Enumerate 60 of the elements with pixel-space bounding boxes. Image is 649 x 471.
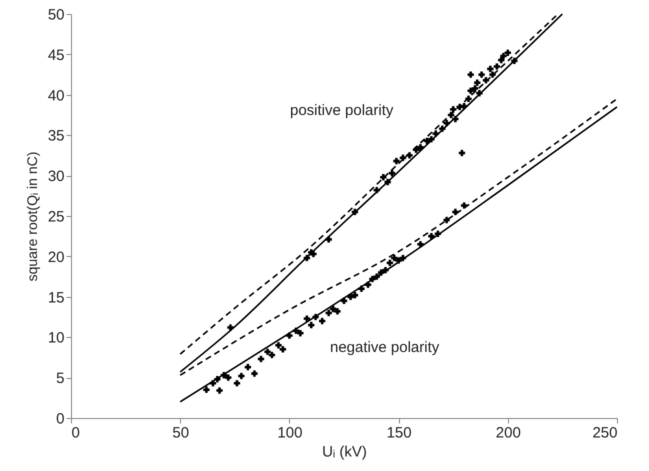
point bbox=[330, 306, 336, 312]
point bbox=[280, 346, 286, 352]
point bbox=[297, 330, 304, 336]
point bbox=[474, 80, 480, 86]
y-tick-label: 15 bbox=[48, 289, 64, 306]
y-tick-label: 5 bbox=[56, 370, 64, 388]
y-tick-label: 10 bbox=[48, 330, 64, 347]
point bbox=[268, 352, 276, 358]
y-tick-label: 30 bbox=[48, 168, 64, 186]
point bbox=[308, 322, 314, 328]
point bbox=[468, 88, 474, 94]
point bbox=[264, 348, 271, 355]
point bbox=[388, 170, 396, 176]
point bbox=[458, 150, 466, 156]
point bbox=[472, 85, 478, 92]
y-tick-label: 45 bbox=[48, 46, 64, 64]
point bbox=[352, 292, 358, 298]
x-axis-title: Uᵢ (kV) bbox=[322, 444, 367, 460]
point bbox=[494, 63, 500, 70]
point bbox=[258, 356, 264, 362]
point bbox=[304, 315, 310, 322]
x-tick-label: 0 bbox=[72, 424, 80, 442]
point bbox=[500, 52, 507, 60]
point bbox=[251, 370, 258, 377]
y-tick-label: 50 bbox=[48, 6, 64, 24]
point bbox=[234, 380, 240, 386]
point bbox=[238, 372, 245, 380]
point bbox=[443, 216, 450, 224]
x-tick-label: 50 bbox=[172, 424, 190, 442]
point bbox=[326, 310, 332, 316]
point bbox=[386, 260, 394, 266]
point bbox=[468, 71, 474, 78]
point bbox=[393, 158, 400, 164]
y-tick-label: 35 bbox=[48, 128, 64, 145]
x-tick-label: 100 bbox=[277, 424, 302, 442]
point bbox=[498, 56, 504, 64]
x-tick-label: 250 bbox=[592, 424, 618, 442]
point bbox=[244, 364, 252, 370]
point bbox=[225, 374, 232, 381]
point bbox=[478, 71, 485, 78]
point bbox=[275, 342, 282, 348]
x-tick-label: 200 bbox=[496, 424, 521, 442]
x-tick-label: 150 bbox=[386, 424, 412, 442]
point bbox=[450, 106, 456, 113]
point bbox=[489, 71, 496, 78]
point bbox=[319, 318, 326, 324]
y-tick-label: 0 bbox=[56, 410, 64, 428]
point bbox=[203, 386, 210, 393]
y-axis-title: square root(Qᵢ in nC) bbox=[24, 152, 40, 282]
y-tick-label: 20 bbox=[48, 248, 64, 266]
point bbox=[334, 308, 341, 315]
point bbox=[487, 66, 494, 72]
point bbox=[380, 174, 386, 180]
annotation: negative polarity bbox=[330, 339, 440, 356]
y-tick-label: 40 bbox=[48, 87, 64, 104]
point bbox=[391, 254, 398, 262]
point bbox=[504, 50, 511, 56]
point bbox=[216, 387, 223, 394]
y-tick-label: 25 bbox=[48, 208, 64, 226]
annotation: positive polarity bbox=[290, 102, 394, 119]
